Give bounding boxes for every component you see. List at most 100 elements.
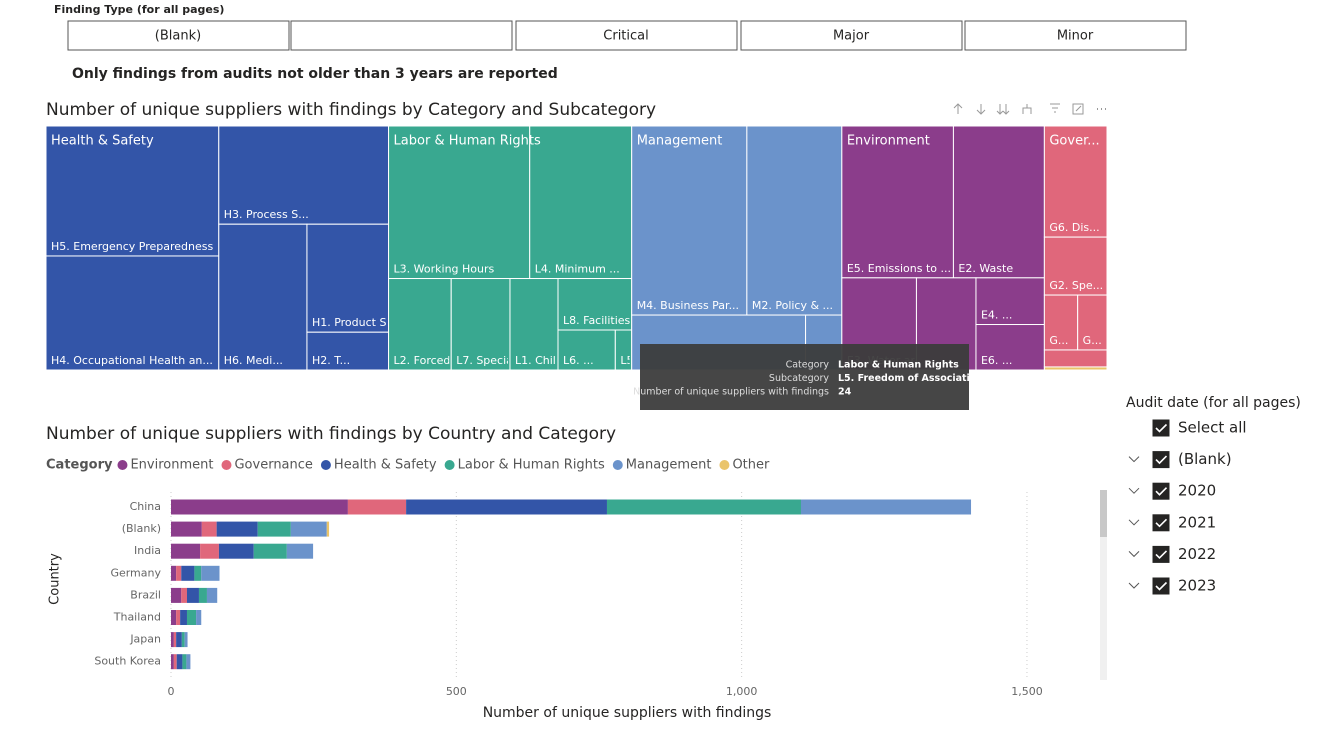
legend-marker xyxy=(444,460,455,470)
slicer-button-label[interactable]: Major xyxy=(833,29,870,44)
tile-label: H2. T... xyxy=(312,354,350,367)
legend-marker xyxy=(221,460,232,470)
category-label: Labor & Human Rights xyxy=(394,134,541,149)
checkbox[interactable] xyxy=(1152,451,1170,469)
y-tick-label: China xyxy=(130,500,161,513)
y-tick-label: (Blank) xyxy=(122,522,161,535)
checkbox[interactable] xyxy=(1152,545,1170,563)
bar-segment xyxy=(176,632,182,648)
treemap-tile xyxy=(1043,125,1108,238)
treemap-tile xyxy=(45,255,220,371)
bar-segment xyxy=(196,610,202,625)
visual-toolbar xyxy=(953,103,1106,115)
chart-title: Number of unique suppliers with findings… xyxy=(46,100,656,120)
checkbox[interactable] xyxy=(1152,514,1170,532)
slicer-item-label[interactable]: Select all xyxy=(1178,419,1247,437)
chevron[interactable] xyxy=(1128,456,1140,463)
icon[interactable] xyxy=(976,104,986,115)
category-label: Management xyxy=(637,134,723,149)
tile-label: G... xyxy=(1049,334,1068,347)
chevron[interactable] xyxy=(1128,519,1140,526)
slicer-item-label[interactable]: (Blank) xyxy=(1178,450,1232,468)
treemap-tile xyxy=(45,125,220,257)
checkmark xyxy=(1155,455,1168,465)
scrollbar-thumb[interactable] xyxy=(1100,490,1107,537)
slicer-item-label[interactable]: 2023 xyxy=(1178,577,1216,595)
chevron[interactable] xyxy=(1128,551,1140,558)
legend-marker xyxy=(320,460,331,470)
tile-label: H3. Process S... xyxy=(224,208,309,221)
icon[interactable] xyxy=(953,103,963,114)
slicer-button-label[interactable]: Critical xyxy=(603,29,648,44)
slicer-button[interactable] xyxy=(964,20,1187,51)
bar-segment xyxy=(181,632,185,648)
legend-label: Environment xyxy=(130,458,213,473)
legend-label: Health & Safety xyxy=(334,458,437,473)
tooltip-value: Labor & Human Rights xyxy=(838,360,959,371)
bar-segment xyxy=(181,587,187,603)
treemap-tile xyxy=(1043,366,1108,371)
chevron[interactable] xyxy=(1128,582,1140,589)
slicer-item-label[interactable]: 2022 xyxy=(1178,545,1216,563)
x-tick-label: 1,000 xyxy=(726,685,758,698)
icon[interactable] xyxy=(1050,103,1060,113)
slicer-button[interactable] xyxy=(67,20,290,51)
bar-segment xyxy=(406,499,607,515)
checkbox[interactable] xyxy=(1152,482,1170,500)
tile-label: G... xyxy=(1083,334,1102,347)
y-tick-label: Thailand xyxy=(113,611,161,624)
treemap-tile xyxy=(975,324,1045,371)
tooltip-box xyxy=(640,344,969,410)
icon[interactable] xyxy=(1022,104,1032,114)
treemap-tile xyxy=(631,125,748,316)
bar-segment xyxy=(290,521,327,537)
treemap-tile xyxy=(388,125,531,280)
slicer-title: Audit date (for all pages) xyxy=(1126,395,1301,411)
tile-label: E6. ... xyxy=(981,354,1012,367)
scrollbar[interactable] xyxy=(1100,490,1107,680)
icon[interactable] xyxy=(1072,103,1084,115)
tile-label: G6. Dis... xyxy=(1049,221,1099,234)
bar-segment xyxy=(253,543,287,559)
bar-segment xyxy=(186,610,197,625)
x-axis-label: Number of unique suppliers with findings xyxy=(483,705,772,721)
y-tick-label: South Korea xyxy=(94,655,161,668)
y-axis-label: Country xyxy=(48,553,63,605)
slicer-button-label[interactable]: (Blank) xyxy=(155,29,201,44)
checkbox[interactable] xyxy=(1152,419,1170,437)
tile-label: M4. Business Par... xyxy=(637,299,739,312)
legend-label: Other xyxy=(732,458,770,473)
legend-marker xyxy=(117,460,128,470)
slicer-button[interactable] xyxy=(515,20,738,51)
icon[interactable] xyxy=(996,104,1010,115)
tile-label: G2. Spe... xyxy=(1049,279,1103,292)
checkmark xyxy=(1155,423,1168,433)
legend-label: Labor & Human Rights xyxy=(458,458,605,473)
treemap-tile xyxy=(1077,294,1108,351)
tile-label: H5. Emergency Preparedness xyxy=(51,240,214,253)
y-tick-label: Brazil xyxy=(130,588,161,601)
bar-segment xyxy=(176,565,182,581)
chevron[interactable] xyxy=(1128,487,1140,494)
bar-segment xyxy=(186,654,191,670)
tooltip-value: 24 xyxy=(838,387,852,398)
bar-segment xyxy=(257,521,291,537)
checkmark xyxy=(1155,581,1168,591)
bar-segment xyxy=(180,610,187,625)
treemap-tile xyxy=(509,278,559,371)
treemap-tile xyxy=(952,125,1045,279)
bar-segment xyxy=(171,565,177,581)
checkbox[interactable] xyxy=(1152,577,1170,595)
bar-segment xyxy=(201,521,217,537)
slicer-button[interactable] xyxy=(290,20,513,51)
y-tick-label: India xyxy=(134,544,161,557)
slicer-button[interactable] xyxy=(740,20,963,51)
slicer-button-label[interactable]: Minor xyxy=(1057,29,1094,44)
bar-segment xyxy=(176,654,183,670)
slicer-title: Finding Type (for all pages) xyxy=(54,3,224,16)
slicer-item-label[interactable]: 2020 xyxy=(1178,482,1216,500)
slicer-item-label[interactable]: 2021 xyxy=(1178,513,1216,531)
y-tick-label: Japan xyxy=(129,633,161,646)
legend-label: Governance xyxy=(234,458,312,473)
